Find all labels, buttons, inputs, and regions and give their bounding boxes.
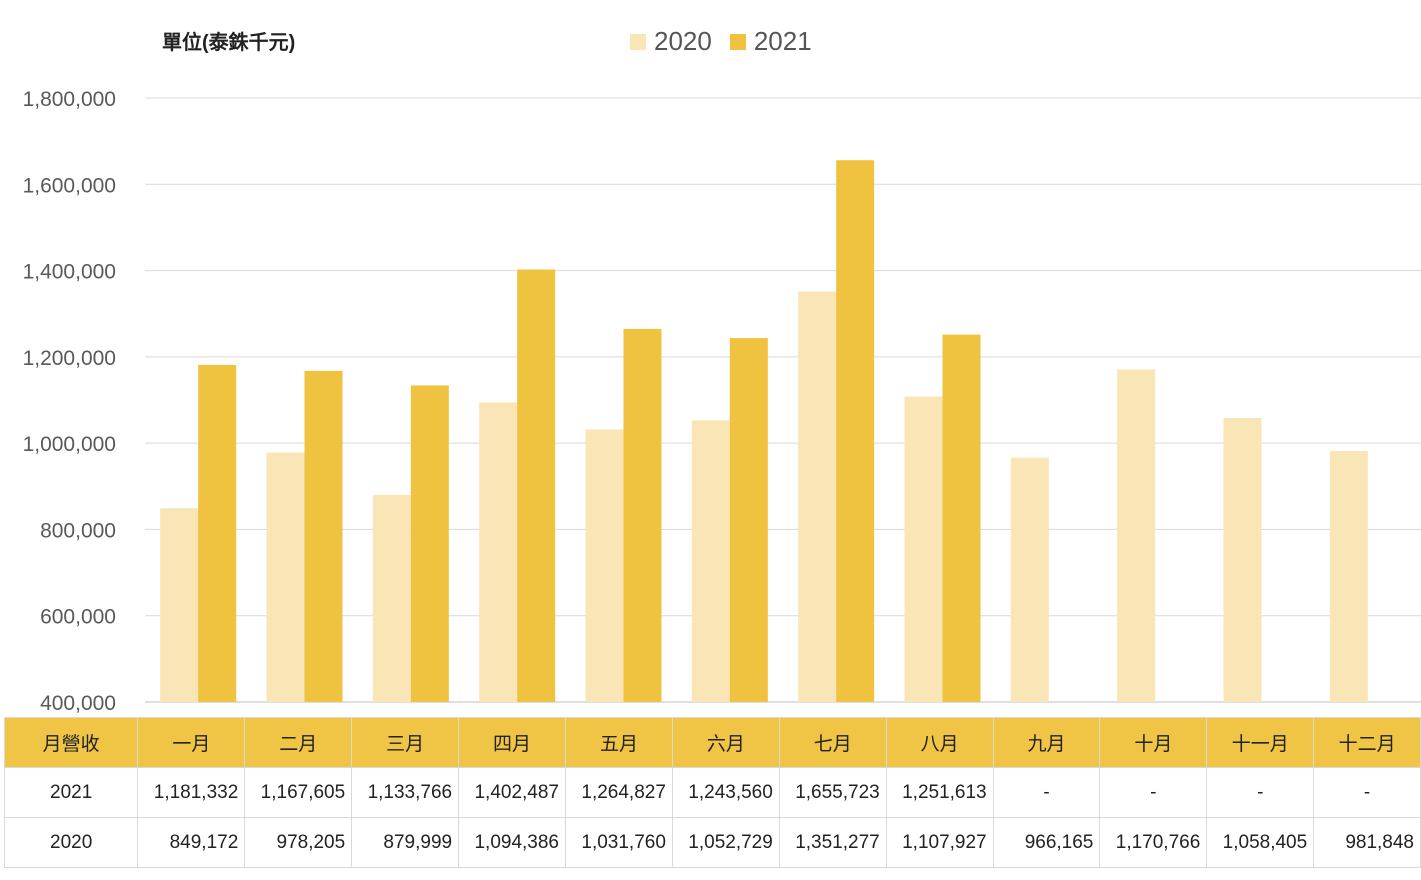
table-row-2021: 2021 1,181,332 1,167,605 1,133,766 1,402…	[3, 767, 1421, 818]
table-cell: 981,848	[1313, 817, 1421, 868]
legend-label-2020: 2020	[654, 26, 712, 56]
table-cell: 1,251,613	[885, 767, 994, 818]
bar-2020	[266, 452, 305, 702]
legend-swatch-2021	[729, 33, 746, 50]
legend-item-2021: 2021	[729, 26, 812, 57]
table-row-2020: 2020 849,172 978,205 879,999 1,094,386 1…	[3, 817, 1421, 868]
table-cell: 849,172	[137, 817, 246, 868]
bar-2020	[904, 396, 943, 702]
table-cell: -	[1099, 767, 1208, 818]
unit-label: 單位(泰銖千元)	[162, 32, 296, 54]
table-header-month: 四月	[458, 717, 566, 768]
table-cell: 1,170,766	[1099, 817, 1208, 868]
y-tick-label: 400,000	[40, 692, 116, 715]
bar-2020	[372, 494, 411, 702]
table-row-label: 2021	[3, 767, 139, 818]
bar-2020	[585, 429, 624, 702]
table-header-month: 七月	[778, 717, 887, 768]
table-cell: 1,133,766	[351, 767, 460, 818]
table-cell: 1,031,760	[565, 817, 673, 868]
table-cell: 1,264,827	[565, 767, 673, 818]
table-cell: 1,058,405	[1206, 817, 1315, 868]
y-tick-label: 1,800,000	[23, 88, 116, 111]
table-row-label: 2020	[3, 817, 139, 868]
legend-item-2020: 2020	[630, 26, 712, 57]
table-cell: 1,107,927	[885, 817, 994, 868]
table-cell: 1,655,723	[778, 767, 887, 818]
y-tick-label: 600,000	[40, 606, 116, 629]
bar-2020	[1223, 417, 1262, 702]
table-cell: 966,165	[992, 817, 1101, 868]
table-header-month: 五月	[565, 717, 673, 768]
bar-2020	[1329, 450, 1368, 702]
table-header-month: 六月	[671, 717, 780, 768]
table-cell: -	[1206, 767, 1315, 818]
table-cell: 1,167,605	[244, 767, 353, 818]
bar-2020	[691, 420, 730, 702]
bar-2021	[623, 328, 662, 702]
bar-2021	[410, 385, 449, 702]
bar-2021	[198, 364, 237, 702]
table-cell: -	[1313, 767, 1421, 818]
bar-2021	[942, 334, 981, 702]
chart-legend: 2020 2021	[630, 26, 830, 57]
bar-2020	[160, 508, 199, 702]
y-tick-label: 1,000,000	[23, 433, 116, 456]
table-cell: 1,094,386	[458, 817, 566, 868]
table-header-month: 十二月	[1313, 717, 1421, 768]
table-header-month: 十一月	[1206, 717, 1315, 768]
bar-2020	[1010, 457, 1049, 702]
table-header-month: 三月	[351, 717, 460, 768]
y-tick-label: 1,200,000	[23, 347, 116, 370]
bar-2021	[304, 370, 343, 702]
table-header-month: 八月	[885, 717, 994, 768]
bar-2020	[798, 291, 837, 702]
table-header-label: 月營收	[3, 717, 139, 768]
table-header-month: 一月	[137, 717, 246, 768]
table-cell: 1,181,332	[137, 767, 246, 818]
bar-2020	[479, 402, 518, 702]
revenue-table: 月營收 一月 二月 三月 四月 五月 六月 七月 八月 九月 十月 十一月 十二…	[3, 717, 1421, 868]
table-cell: 879,999	[351, 817, 460, 868]
y-tick-label: 1,600,000	[23, 174, 116, 197]
table-cell: 1,243,560	[671, 767, 780, 818]
legend-label-2021: 2021	[753, 26, 812, 56]
table-header-month: 十月	[1099, 717, 1208, 768]
bar-2021	[729, 338, 768, 702]
table-header-month: 二月	[244, 717, 353, 768]
table-cell: 1,402,487	[458, 767, 566, 818]
table-cell: 1,351,277	[778, 817, 887, 868]
table-header-month: 九月	[992, 717, 1101, 768]
y-tick-label: 1,400,000	[23, 261, 116, 284]
table-header-row: 月營收 一月 二月 三月 四月 五月 六月 七月 八月 九月 十月 十一月 十二…	[3, 717, 1421, 768]
table-cell: -	[992, 767, 1101, 818]
legend-swatch-2020	[630, 33, 646, 50]
bar-chart: 400,000 600,000 800,000 1,000,000 1,200,000 1…	[23, 88, 1421, 715]
y-tick-label: 800,000	[40, 519, 116, 542]
table-cell: 1,052,729	[671, 817, 780, 868]
bar-2021	[517, 269, 556, 702]
table-cell: 978,205	[244, 817, 353, 868]
bar-2021	[836, 160, 875, 702]
bar-2020	[1117, 369, 1156, 702]
